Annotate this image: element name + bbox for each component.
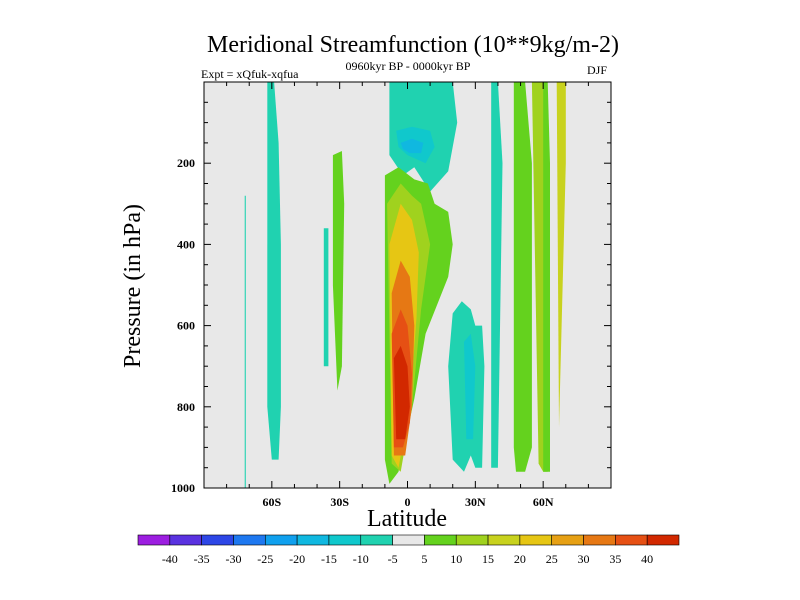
- colorbar-label: 15: [482, 552, 494, 566]
- colorbar-label: 35: [609, 552, 621, 566]
- colorbar-swatch: [487, 534, 521, 546]
- x-axis-label: Latitude: [367, 506, 447, 532]
- subtitle-right: DJF: [587, 63, 607, 77]
- y-tick-label: 200: [177, 156, 195, 170]
- colorbar-label: -25: [257, 552, 273, 566]
- contour-cyan-band-35s: [323, 228, 329, 367]
- colorbar-swatch: [264, 534, 298, 546]
- y-axis-label: Pressure (in hPa): [120, 204, 146, 368]
- chart-title: Meridional Streamfunction (10**9kg/m-2): [207, 32, 619, 58]
- colorbar-swatch: [551, 534, 584, 546]
- x-tick-label: 30S: [330, 495, 349, 509]
- x-tick-label: 60N: [533, 495, 554, 509]
- contour-cyan-band-60s: [267, 82, 281, 460]
- contour-green-band-30s: [332, 151, 345, 391]
- subtitle-center: 0960kyr BP - 0000kyr BP: [346, 59, 471, 73]
- colorbar: -40 -35 -30 -25 -20 -15 -10 -5 5 10 15 20 25 30 35 40: [137, 534, 680, 566]
- colorbar-swatch: [233, 534, 266, 546]
- contour-green-70n: [543, 82, 550, 472]
- colorbar-label: -40: [162, 552, 178, 566]
- colorbar-swatch: [455, 534, 489, 546]
- contour-cyan-core-0b: [400, 138, 424, 154]
- colorbar-swatch: [615, 534, 648, 546]
- colorbar-label: 40: [641, 552, 653, 566]
- x-tick-label: 60S: [262, 495, 281, 509]
- colorbar-label: 20: [514, 552, 526, 566]
- colorbar-label: 30: [578, 552, 590, 566]
- contour-regions: [244, 82, 566, 488]
- colorbar-label: -15: [321, 552, 337, 566]
- contour-cyan-40n: [491, 82, 503, 468]
- y-tick-label: 1000: [171, 481, 195, 495]
- y-tick-label: 600: [177, 319, 195, 333]
- x-tick-label: 30N: [465, 495, 486, 509]
- colorbar-swatch: [583, 534, 616, 546]
- plot-area: [204, 82, 611, 488]
- colorbar-swatch: [328, 534, 362, 546]
- contour-cyan-band-70s: [244, 195, 246, 488]
- colorbar-label: -5: [388, 552, 398, 566]
- axes: 60S 30S 0 30N 60N 200 400 600 800 1000: [171, 81, 612, 509]
- colorbar-label: -35: [194, 552, 210, 566]
- y-tick-label: 400: [177, 237, 195, 251]
- contour-green-65n: [556, 82, 566, 428]
- colorbar-swatch: [169, 534, 202, 546]
- colorbar-swatch: [392, 534, 425, 546]
- colorbar-label: 10: [450, 552, 462, 566]
- colorbar-label: 5: [421, 552, 427, 566]
- colorbar-label: 25: [546, 552, 558, 566]
- colorbar-swatch: [646, 534, 680, 546]
- x-tick-label: 0: [405, 495, 411, 509]
- contour-green-50n: [513, 82, 532, 472]
- contour-cyan-25n: [464, 333, 476, 440]
- colorbar-label: -10: [353, 552, 369, 566]
- subtitle-left: Expt = xQfuk-xqfua: [201, 67, 299, 81]
- colorbar-swatch: [519, 534, 553, 546]
- colorbar-swatch: [201, 534, 234, 546]
- colorbar-swatch: [137, 534, 171, 546]
- colorbar-swatch: [296, 534, 330, 546]
- contour-cell-40: [393, 345, 410, 440]
- colorbar-swatch: [424, 534, 457, 546]
- colorbar-label: -30: [225, 552, 241, 566]
- colorbar-label: -20: [289, 552, 305, 566]
- colorbar-swatch: [360, 534, 393, 546]
- y-tick-label: 800: [177, 400, 195, 414]
